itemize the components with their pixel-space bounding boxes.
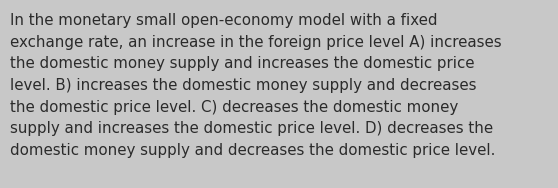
Text: In the monetary small open-economy model with a fixed
exchange rate, an increase: In the monetary small open-economy model… — [10, 13, 502, 158]
